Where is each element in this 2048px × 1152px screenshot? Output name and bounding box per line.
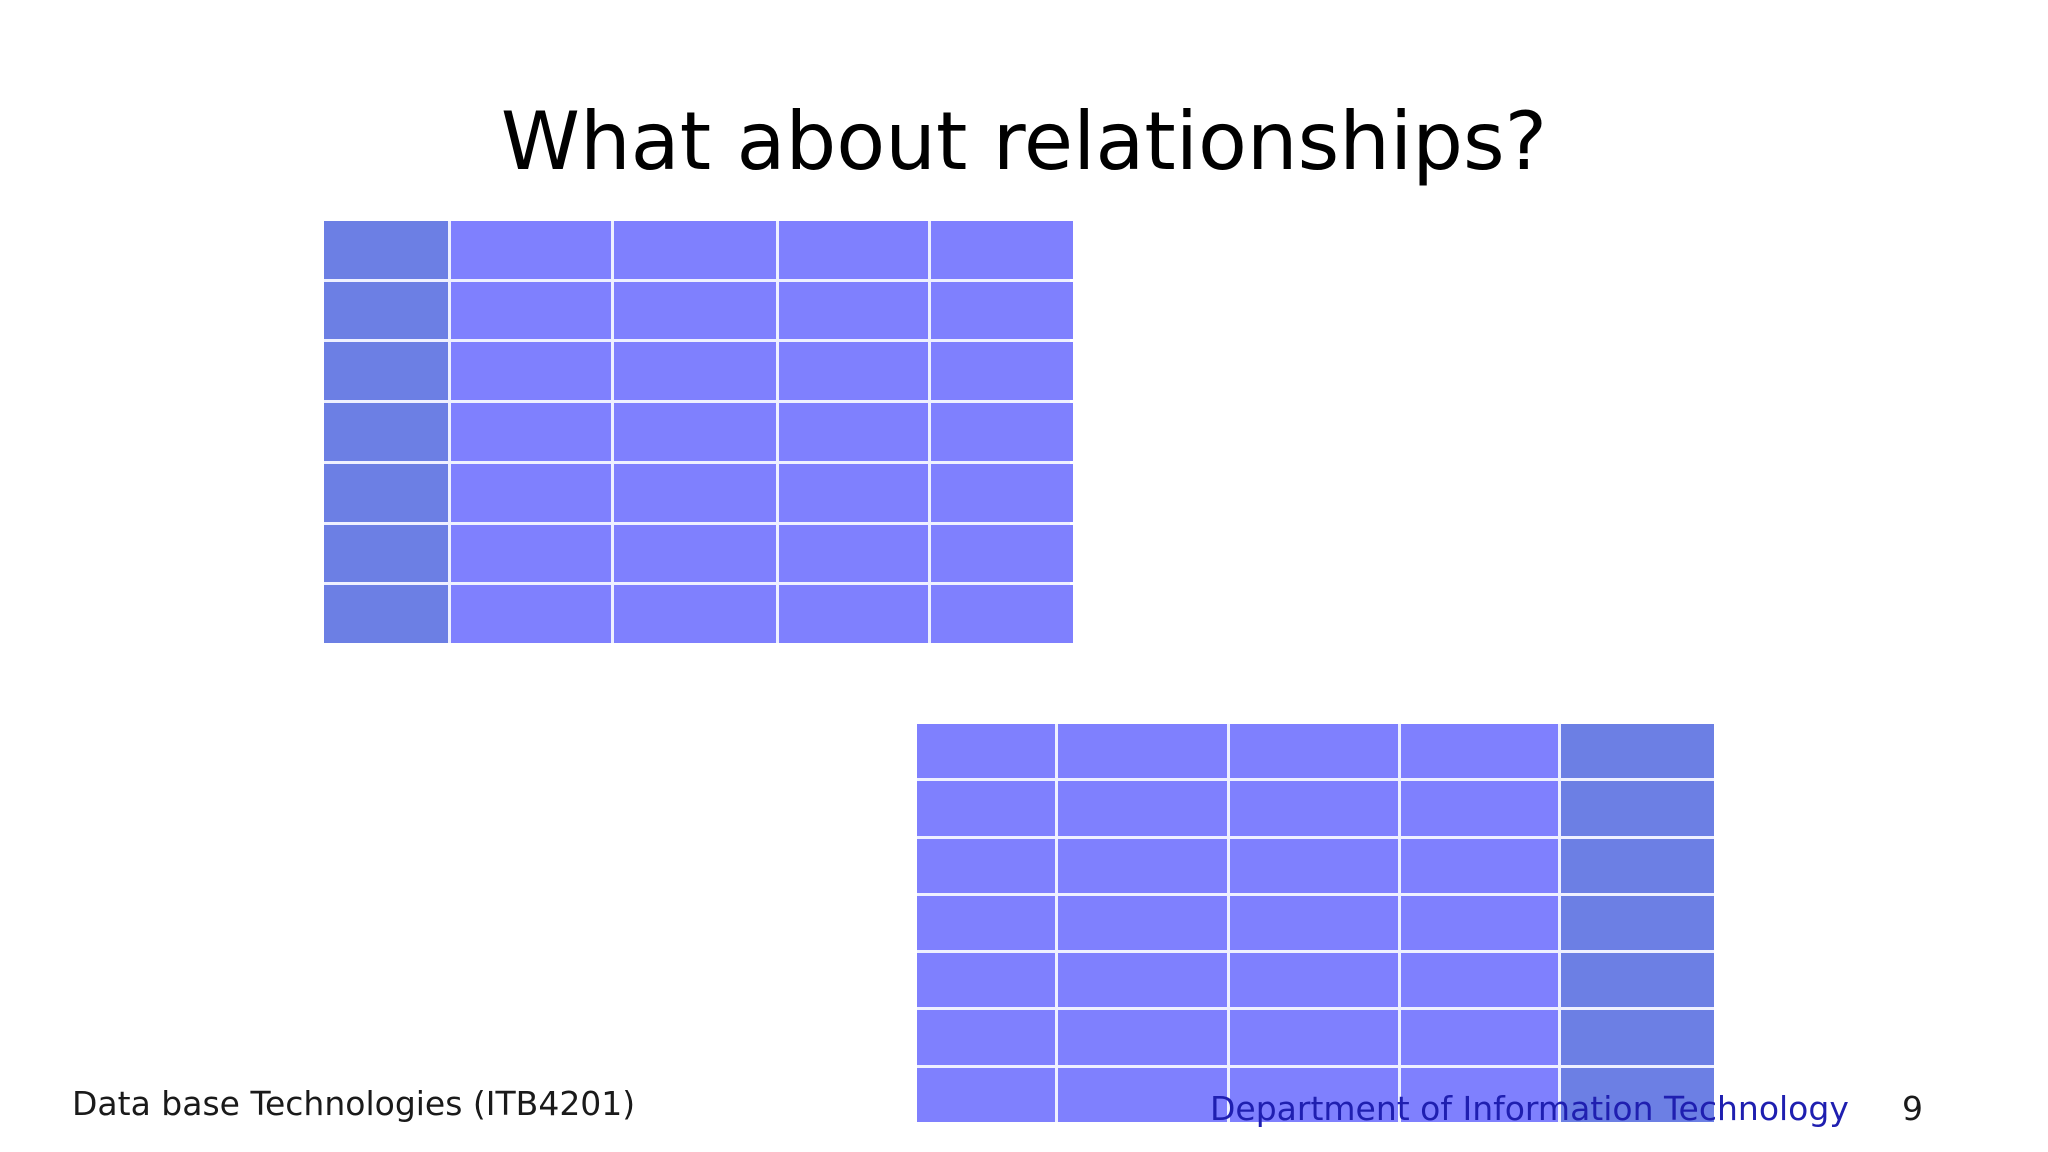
table-a-cell xyxy=(779,463,928,522)
table-b-cell xyxy=(1401,838,1558,893)
footer-department-text: Department of Information Technology xyxy=(1210,1089,1849,1128)
table-b-cell xyxy=(917,781,1055,836)
table-a-cell xyxy=(931,221,1073,279)
table-b-cell xyxy=(1401,895,1558,951)
table-b-cell xyxy=(1230,838,1398,893)
table-b-cell xyxy=(1230,1010,1398,1065)
table-a-key-cell xyxy=(324,403,448,461)
table-b-key-cell xyxy=(1561,895,1714,951)
slide-title: What about relationships? xyxy=(500,95,1548,188)
page-number: 9 xyxy=(1902,1089,1923,1128)
table-a-grid xyxy=(324,221,1073,643)
table-b-cell xyxy=(917,724,1055,779)
table-a-cell xyxy=(614,463,776,522)
table-b-cell xyxy=(917,838,1055,893)
table-b-cell xyxy=(1401,1010,1558,1065)
table-a-cell xyxy=(614,403,776,461)
table-a-cell xyxy=(779,281,928,340)
table-b-cell xyxy=(1058,895,1227,951)
table-a-cell xyxy=(614,342,776,401)
table-a-cell xyxy=(931,281,1073,340)
table-b-cell xyxy=(1058,953,1227,1008)
table-a-cell xyxy=(451,524,611,583)
table-a-cell xyxy=(931,524,1073,583)
table-a-key-cell xyxy=(324,524,448,583)
table-b-cell xyxy=(1058,781,1227,836)
table-a-cell xyxy=(451,403,611,461)
table-a-cell xyxy=(614,221,776,279)
table-b-key-cell xyxy=(1561,953,1714,1008)
table-b-cell xyxy=(1230,781,1398,836)
table-b-cell xyxy=(1058,724,1227,779)
table-b-cell xyxy=(1230,895,1398,951)
table-b-cell xyxy=(1401,1067,1558,1122)
footer-department: Department of Information Technology xyxy=(1210,1089,1849,1129)
table-b-grid xyxy=(917,724,1714,1122)
table-b-cell xyxy=(917,1010,1055,1065)
table-b-cell xyxy=(917,1067,1055,1122)
table-a-cell xyxy=(451,585,611,643)
table-a-key-cell xyxy=(324,281,448,340)
table-b-cell xyxy=(1401,953,1558,1008)
table-b-cell xyxy=(1058,1067,1227,1122)
table-b-key-cell xyxy=(1561,781,1714,836)
table-a-cell xyxy=(931,463,1073,522)
table-b-cell xyxy=(917,895,1055,951)
footer-course: Data base Technologies (ITB4201) xyxy=(72,1084,636,1123)
table-a-cell xyxy=(451,221,611,279)
table-b-cell xyxy=(1401,724,1558,779)
table-b-cell xyxy=(1058,838,1227,893)
table-a-key-cell xyxy=(324,342,448,401)
table-a-cell xyxy=(931,342,1073,401)
table-b-key-cell xyxy=(1561,1067,1714,1122)
table-a-cell xyxy=(451,463,611,522)
table-a-key-cell xyxy=(324,221,448,279)
table-a-cell xyxy=(779,524,928,583)
table-b-key-cell xyxy=(1561,1010,1714,1065)
table-b-cell xyxy=(1401,781,1558,836)
table-a-cell xyxy=(779,403,928,461)
table-b-cell xyxy=(1230,953,1398,1008)
table-b-key-cell xyxy=(1561,724,1714,779)
table-a-cell xyxy=(931,585,1073,643)
table-a-cell xyxy=(451,342,611,401)
table-a-cell xyxy=(779,221,928,279)
table-a-cell xyxy=(931,403,1073,461)
table-a-cell xyxy=(614,585,776,643)
table-b-cell xyxy=(1230,1067,1398,1122)
table-b-key-cell xyxy=(1561,838,1714,893)
table-a-cell xyxy=(451,281,611,340)
table-a-cell xyxy=(779,342,928,401)
table-a-cell xyxy=(614,524,776,583)
table-a-cell xyxy=(779,585,928,643)
table-b-cell xyxy=(1230,724,1398,779)
table-a-key-cell xyxy=(324,463,448,522)
table-b-cell xyxy=(917,953,1055,1008)
table-a-cell xyxy=(614,281,776,340)
table-a-key-cell xyxy=(324,585,448,643)
table-b-cell xyxy=(1058,1010,1227,1065)
